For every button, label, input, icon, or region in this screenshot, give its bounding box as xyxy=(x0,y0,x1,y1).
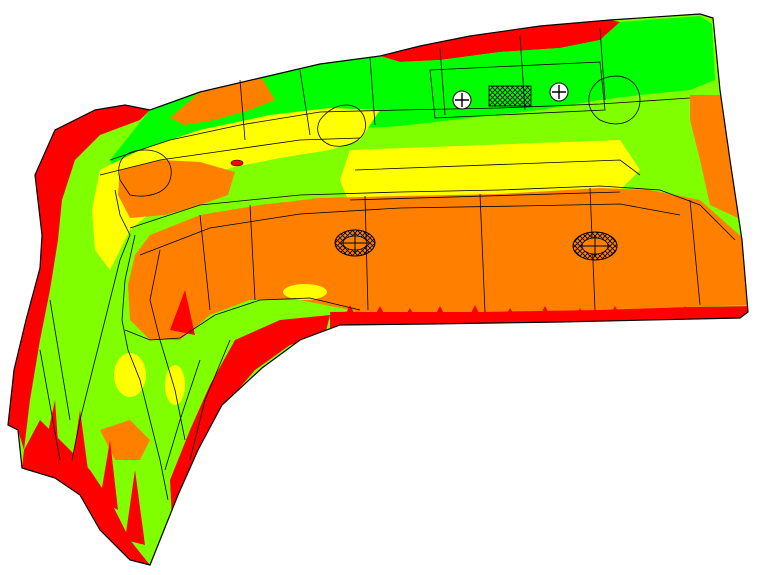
crosshatch-pad-icon xyxy=(488,85,532,107)
part-outline xyxy=(7,13,749,566)
small-red-marker xyxy=(230,159,244,167)
yellow-blob-3 xyxy=(283,284,327,300)
yellow-band-2 xyxy=(340,140,640,205)
red-left-flange xyxy=(8,105,150,450)
red-wrinkle-marks xyxy=(40,290,730,545)
orange-main-channel xyxy=(128,188,748,340)
green-band-upper xyxy=(110,16,715,190)
orange-upper-patch xyxy=(170,75,275,125)
orange-left-pocket xyxy=(118,160,235,218)
yellow-band xyxy=(92,108,380,270)
orange-lower-left xyxy=(100,420,150,460)
feature-lines xyxy=(39,27,736,501)
oval-boss-icon xyxy=(572,231,618,261)
plus-hole-icon xyxy=(549,82,569,102)
yellow-blob-2 xyxy=(165,365,185,405)
yellow-blob-1 xyxy=(114,353,146,397)
plus-hole-icon xyxy=(452,90,472,110)
oval-boss-icon xyxy=(334,229,376,257)
